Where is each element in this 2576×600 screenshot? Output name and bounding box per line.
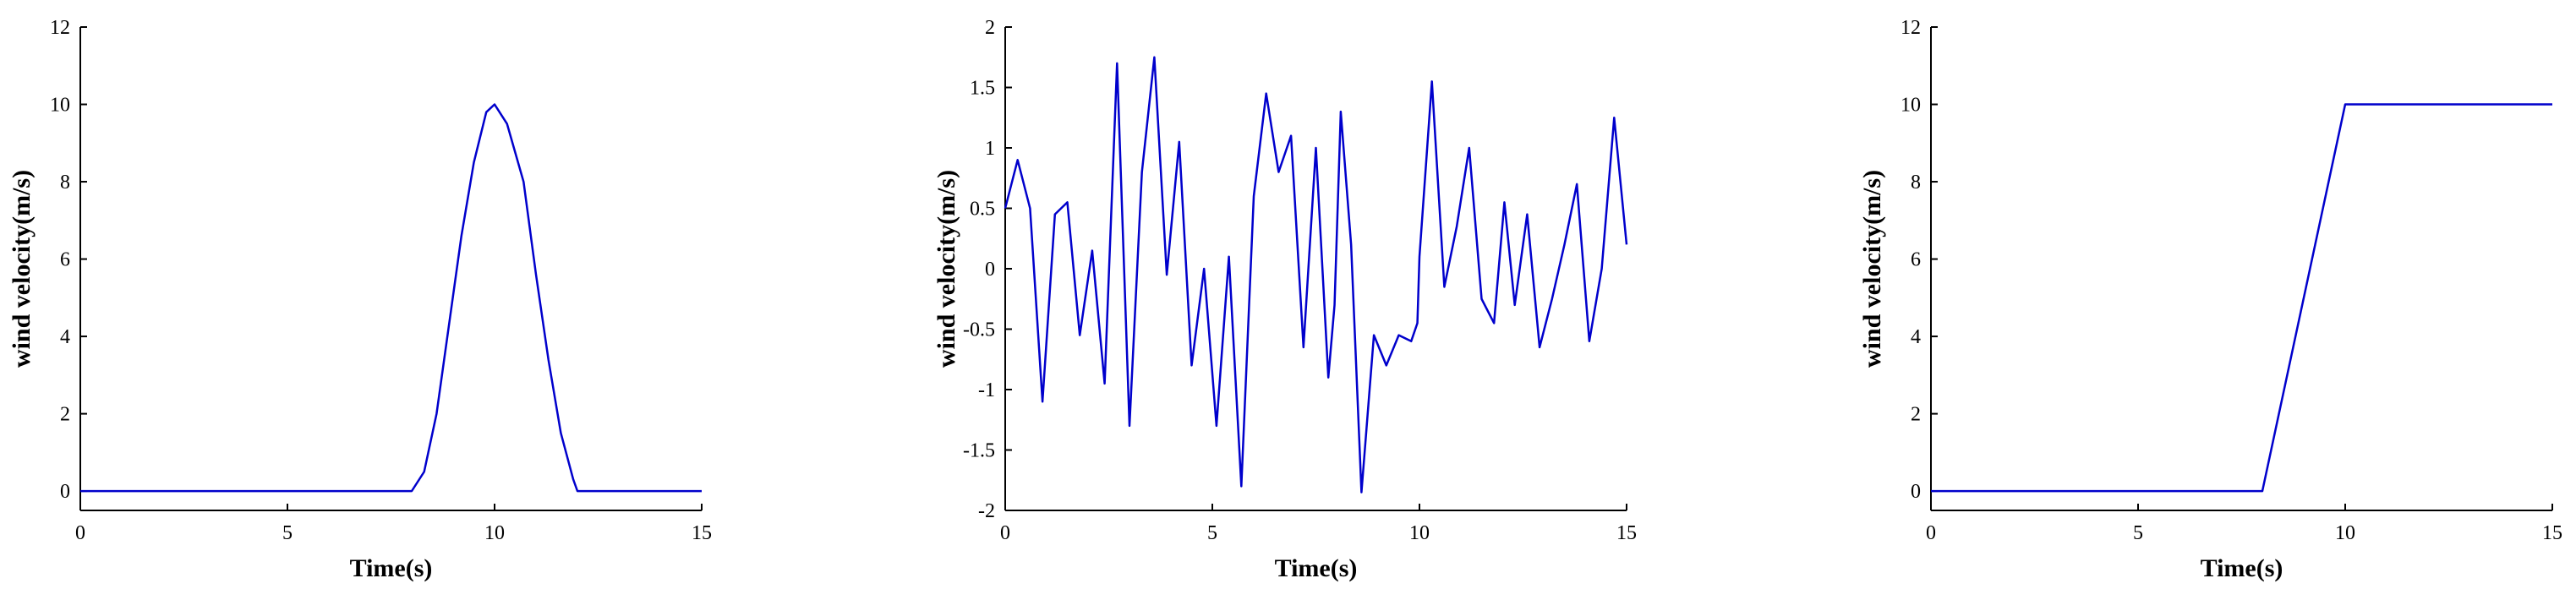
x-tick-label: 15 <box>692 522 712 544</box>
y-tick-label: 1 <box>985 138 995 160</box>
chart-panel-middle: 0 5 10 15 -2 -1.5 -1 -0.5 0 0.5 1 1.5 2 Time(s) wind v… <box>933 17 1637 582</box>
series-line <box>1004 56 1628 494</box>
y-tick-label: 12 <box>50 17 70 39</box>
y-tick-label: -0.5 <box>963 319 995 341</box>
x-tick-label: 5 <box>282 522 293 544</box>
y-tick-label: 4 <box>1911 326 1921 348</box>
y-tick-label: 8 <box>1911 172 1921 194</box>
series-line <box>80 103 702 493</box>
y-tick-label: 6 <box>60 249 70 271</box>
y-tick-label: 10 <box>50 95 70 117</box>
y-tick-label: 0 <box>985 259 995 281</box>
x-tick-label: 15 <box>2542 522 2562 544</box>
y-tick-label: 2 <box>1911 404 1921 426</box>
series-line <box>1931 103 2552 493</box>
y-axis-label: wind velocity(m/s) <box>8 170 36 368</box>
x-axis-label: Time(s) <box>1275 554 1358 582</box>
chart-panel-right: 0 5 10 15 0 2 4 6 8 10 12 Time(s) wind velocity(m/s) <box>1858 17 2562 582</box>
y-tick-label: -2 <box>978 500 995 522</box>
y-tick-label: 12 <box>1901 17 1921 39</box>
y-tick-label: 10 <box>1901 95 1921 117</box>
y-tick-label: 0 <box>60 481 70 503</box>
y-tick-label: 2 <box>985 17 995 39</box>
x-tick-label: 0 <box>75 522 85 544</box>
y-tick-label: 2 <box>60 404 70 426</box>
x-tick-label: 0 <box>1000 522 1010 544</box>
y-tick-label: 0 <box>1911 481 1921 503</box>
y-tick-label: 0.5 <box>970 199 995 221</box>
y-axis-label: wind velocity(m/s) <box>933 170 960 368</box>
y-axis-label: wind velocity(m/s) <box>1858 170 1886 368</box>
y-tick-label: 8 <box>60 172 70 194</box>
x-tick-label: 10 <box>484 522 505 544</box>
x-tick-label: 15 <box>1616 522 1637 544</box>
x-axis-label: Time(s) <box>350 554 433 582</box>
y-tick-label: 4 <box>60 326 70 348</box>
y-tick-label: -1.5 <box>963 440 995 462</box>
x-tick-label: 5 <box>2133 522 2143 544</box>
x-tick-label: 10 <box>2335 522 2355 544</box>
x-tick-label: 10 <box>1409 522 1430 544</box>
y-tick-label: 6 <box>1911 249 1921 271</box>
x-tick-label: 0 <box>1926 522 1936 544</box>
chart-panel-left: 0 5 10 15 0 2 4 6 8 10 12 Time(s) wind velocity(m/s) <box>8 17 712 582</box>
y-tick-label: 1.5 <box>970 78 995 100</box>
x-axis-label: Time(s) <box>2201 554 2283 582</box>
x-tick-label: 5 <box>1207 522 1217 544</box>
y-tick-label: -1 <box>978 379 995 401</box>
